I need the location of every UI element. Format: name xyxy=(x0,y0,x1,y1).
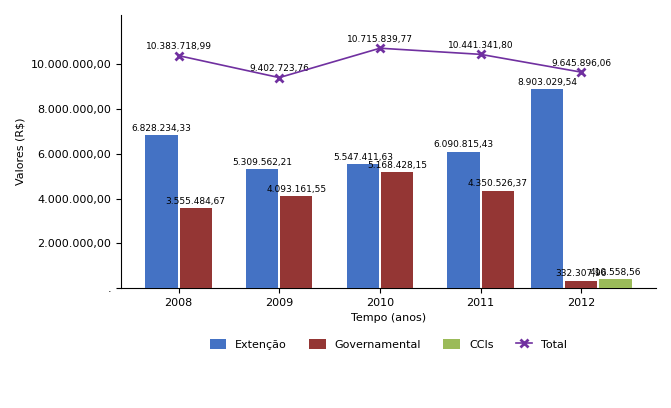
Bar xyxy=(180,208,212,288)
Total xyxy=(275,75,283,80)
Text: 5.168.428,15: 5.168.428,15 xyxy=(367,161,427,170)
Text: 5.547.411,63: 5.547.411,63 xyxy=(333,153,393,162)
Bar xyxy=(565,281,597,288)
X-axis label: Tempo (anos): Tempo (anos) xyxy=(351,313,426,323)
Total xyxy=(174,53,183,58)
Text: 3.555.484,67: 3.555.484,67 xyxy=(166,197,225,206)
Total xyxy=(376,46,384,51)
Text: 10.441.341,80: 10.441.341,80 xyxy=(448,41,513,50)
Text: 6.828.234,33: 6.828.234,33 xyxy=(132,124,191,133)
Bar xyxy=(180,208,212,288)
Text: 9.645.896,06: 9.645.896,06 xyxy=(552,59,611,68)
Text: 5.309.562,21: 5.309.562,21 xyxy=(232,158,292,167)
Bar xyxy=(347,164,379,288)
Bar xyxy=(599,279,631,288)
Bar xyxy=(246,169,278,288)
Text: 6.090.815,43: 6.090.815,43 xyxy=(433,140,494,149)
Text: 10.383.718,99: 10.383.718,99 xyxy=(146,42,211,51)
Text: 4.350.526,37: 4.350.526,37 xyxy=(468,180,528,188)
Line: Total: Total xyxy=(174,44,586,82)
Bar xyxy=(381,172,413,288)
Text: 332.307,96: 332.307,96 xyxy=(556,269,607,278)
Bar xyxy=(482,191,514,288)
Text: 410.558,56: 410.558,56 xyxy=(590,268,641,277)
Legend: Extenção, Governamental, CCIs, Total: Extenção, Governamental, CCIs, Total xyxy=(205,335,572,354)
Total xyxy=(476,52,484,57)
Bar xyxy=(146,135,178,288)
Bar xyxy=(448,152,480,288)
Y-axis label: Valores (R$): Valores (R$) xyxy=(15,118,25,185)
Total xyxy=(577,70,585,75)
Text: 10.715.839,77: 10.715.839,77 xyxy=(347,35,413,44)
Bar xyxy=(280,196,313,288)
Text: 8.903.029,54: 8.903.029,54 xyxy=(517,78,577,86)
Text: 9.402.723,76: 9.402.723,76 xyxy=(250,64,309,73)
Bar xyxy=(146,135,178,288)
Bar xyxy=(531,89,563,288)
Text: 4.093.161,55: 4.093.161,55 xyxy=(266,185,327,194)
